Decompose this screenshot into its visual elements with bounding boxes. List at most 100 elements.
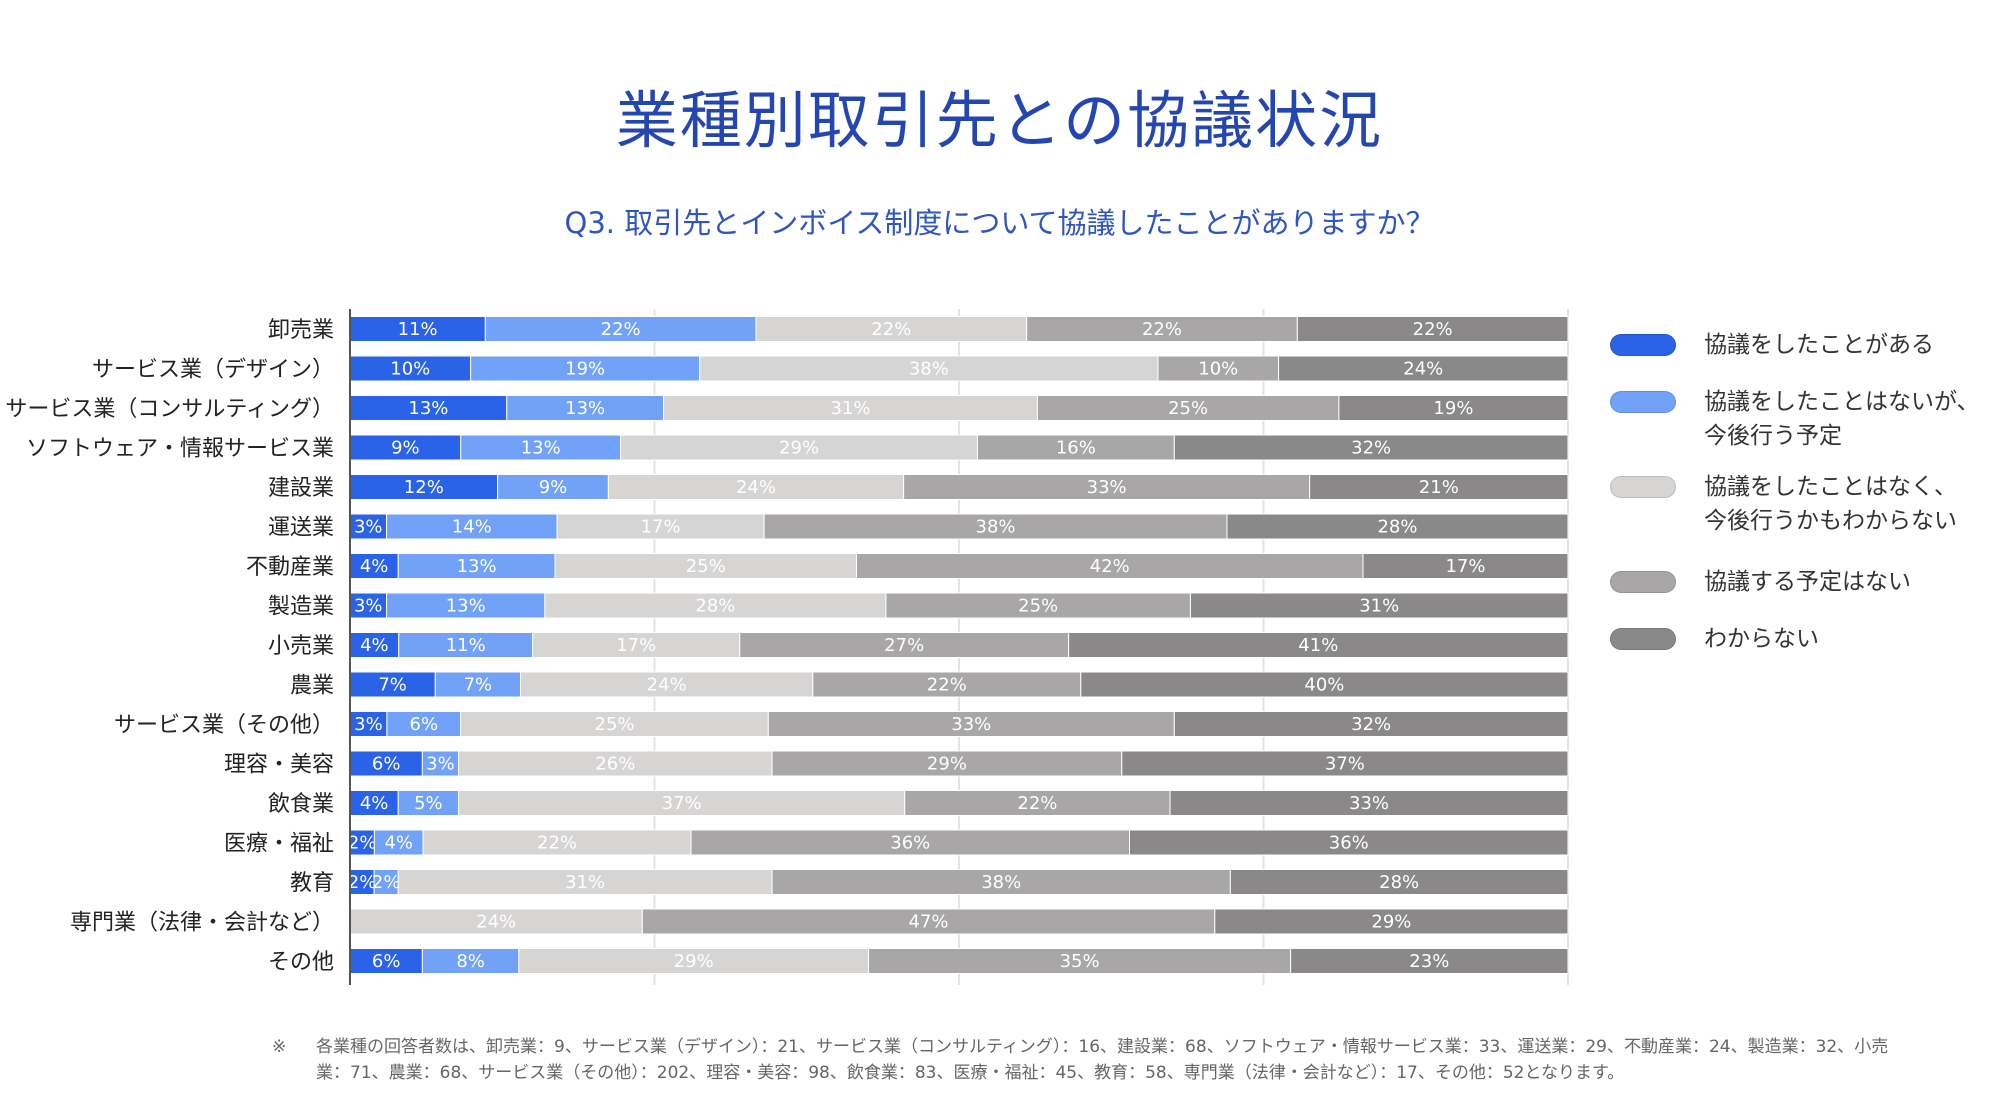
- data-label: 4%: [360, 635, 389, 656]
- data-label: 11%: [398, 319, 438, 340]
- bar-segment: [699, 355, 1159, 382]
- data-label: 22%: [537, 833, 577, 854]
- data-label: 37%: [662, 793, 702, 814]
- data-label: 22%: [927, 675, 967, 696]
- footnote-text: 各業種の回答者数は、卸売業：9、サービス業（デザイン）：21、サービス業（コンサ…: [316, 1037, 1889, 1083]
- category-label: ソフトウェア・情報サービス業: [26, 437, 334, 462]
- category-label: サービス業（その他）: [114, 713, 334, 738]
- data-label: 28%: [695, 596, 735, 617]
- bar-segment: [397, 790, 460, 816]
- data-label: 25%: [1168, 398, 1208, 419]
- legend-swatch: [1610, 391, 1676, 413]
- bar-segment: [976, 434, 1175, 461]
- data-label: 3%: [354, 714, 383, 735]
- data-label: 37%: [1325, 754, 1365, 775]
- data-label: 24%: [476, 912, 516, 933]
- bar-segment: [506, 395, 665, 421]
- bar-segment: [349, 750, 423, 777]
- bar-segment: [544, 592, 887, 619]
- bar-segment: [1173, 711, 1569, 737]
- bar-segment: [386, 592, 546, 619]
- bar-segment: [1080, 671, 1569, 698]
- bar-segment: [349, 829, 375, 856]
- bar-segment: [763, 513, 1228, 540]
- data-label: 13%: [446, 596, 486, 617]
- data-label: 14%: [452, 517, 492, 538]
- data-label: 33%: [1087, 477, 1127, 498]
- data-label: 19%: [565, 359, 605, 380]
- data-label: 22%: [1413, 319, 1453, 340]
- bar-segment: [1121, 750, 1569, 777]
- data-label: 38%: [981, 872, 1021, 893]
- data-label: 47%: [909, 912, 949, 933]
- data-label: 13%: [565, 398, 605, 419]
- data-label: 10%: [1198, 359, 1238, 380]
- bar-segment: [1296, 316, 1569, 342]
- data-label: 11%: [446, 635, 486, 656]
- data-label: 4%: [384, 833, 413, 854]
- bar-segment: [1169, 790, 1569, 816]
- bar-segment: [620, 434, 978, 461]
- data-label: 36%: [890, 833, 930, 854]
- data-label: 25%: [686, 556, 726, 577]
- bar-segment: [349, 711, 388, 737]
- category-label: その他: [268, 950, 334, 975]
- legend-label: 協議をしたことがある: [1704, 332, 1934, 358]
- data-label: 25%: [1018, 596, 1058, 617]
- category-label: 専門業（法律・会計など）: [70, 911, 334, 936]
- bar-segment: [1068, 632, 1569, 658]
- data-label: 36%: [1329, 833, 1369, 854]
- data-label: 2%: [348, 833, 377, 854]
- category-label: 卸売業: [268, 318, 334, 343]
- bar-segment: [460, 711, 769, 737]
- legend-item: 協議をしたことがある: [1610, 328, 1999, 362]
- data-label: 3%: [426, 754, 455, 775]
- data-label: 22%: [1017, 793, 1057, 814]
- bar-segment: [398, 632, 534, 658]
- data-label: 5%: [414, 793, 443, 814]
- data-label: 38%: [909, 359, 949, 380]
- bar-segment: [470, 355, 701, 382]
- data-label: 3%: [354, 596, 383, 617]
- bar-segment: [739, 632, 1070, 658]
- bar-segment: [767, 711, 1175, 737]
- data-label: 33%: [951, 714, 991, 735]
- bar-segment: [1214, 908, 1569, 935]
- data-label: 29%: [674, 951, 714, 972]
- bar-segment: [554, 553, 857, 579]
- legend-swatch: [1610, 628, 1676, 650]
- legend-swatch: [1610, 571, 1676, 593]
- data-label: 12%: [404, 477, 444, 498]
- data-label: 13%: [457, 556, 497, 577]
- data-label: 17%: [616, 635, 656, 656]
- data-label: 9%: [539, 477, 568, 498]
- data-label: 42%: [1090, 556, 1130, 577]
- bar-segment: [349, 671, 436, 698]
- data-label: 21%: [1419, 477, 1459, 498]
- data-label: 29%: [779, 438, 819, 459]
- category-label: 理容・美容: [224, 753, 334, 778]
- bar-segment: [904, 790, 1171, 816]
- bar-segment: [812, 671, 1082, 698]
- bar-segment: [771, 750, 1123, 777]
- bar-segment: [458, 750, 773, 777]
- data-label: 4%: [360, 556, 389, 577]
- bar-segment: [556, 513, 765, 540]
- data-label: 3%: [354, 517, 383, 538]
- bar-segment: [1129, 829, 1569, 856]
- bar-segment: [1362, 553, 1569, 579]
- data-label: 7%: [464, 675, 493, 696]
- data-label: 28%: [1379, 872, 1419, 893]
- data-label: 23%: [1409, 951, 1449, 972]
- data-label: 29%: [1371, 912, 1411, 933]
- bar-segment: [885, 592, 1191, 619]
- bar-segment: [434, 671, 522, 698]
- bar-segment: [422, 829, 692, 856]
- category-label: 小売業: [268, 634, 334, 659]
- bar-segment: [1026, 316, 1298, 342]
- bar-segment: [349, 908, 643, 935]
- bar-segment: [349, 474, 499, 500]
- legend-label: わからない: [1704, 626, 1819, 652]
- data-label: 13%: [521, 438, 561, 459]
- data-label: 2%: [348, 872, 377, 893]
